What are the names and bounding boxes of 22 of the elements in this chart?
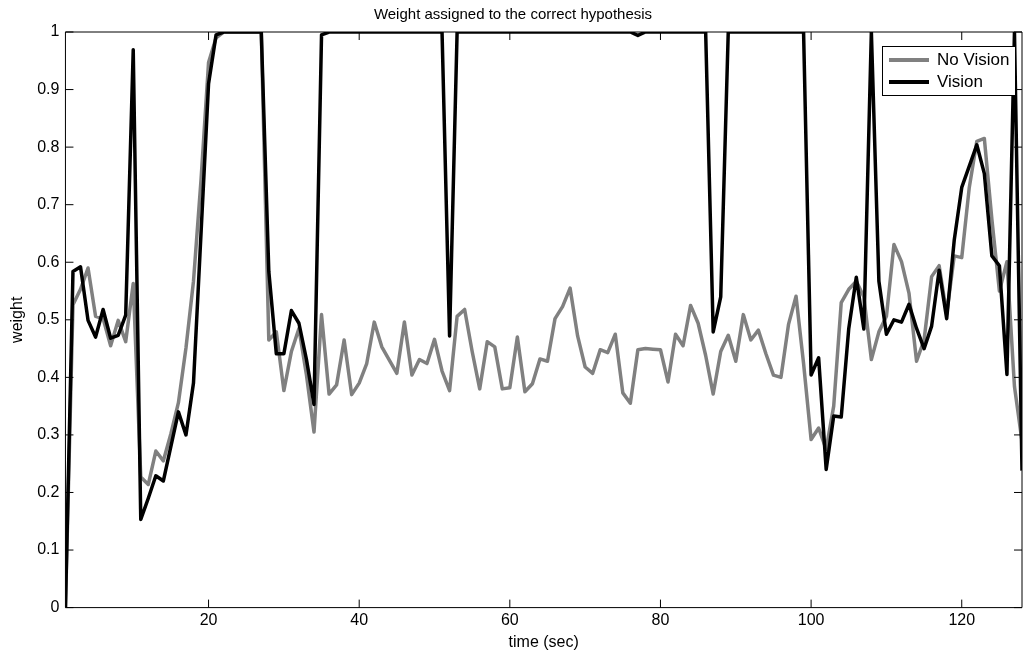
y-tick-label: 0.4 [37,367,60,385]
x-tick-label: 120 [948,610,976,628]
chart-title: Weight assigned to the correct hypothesis [373,5,653,23]
x-tick-label: 80 [651,610,670,628]
y-tick-label: 0.1 [37,540,60,558]
y-tick-label: 0.9 [37,79,60,97]
y-tick-label: 1 [50,22,60,40]
y-axis-title: weight [8,296,26,344]
y-tick-label: 0.7 [37,195,60,213]
y-tick-label: 0.8 [37,137,60,155]
x-tick-label: 60 [500,610,519,628]
y-tick-label: 0 [50,598,60,616]
x-tick-label: 40 [350,610,369,628]
y-tick-label: 0.2 [37,482,60,500]
x-tick-label: 20 [199,610,218,628]
legend-label: No Vision [937,50,1010,70]
legend-label: Vision [937,72,983,92]
y-tick-label: 0.5 [37,310,60,328]
x-axis-title: time (sec) [508,632,579,650]
y-tick-label: 0.3 [37,425,60,443]
y-tick-label: 0.6 [37,252,60,270]
x-tick-label: 100 [797,610,825,628]
